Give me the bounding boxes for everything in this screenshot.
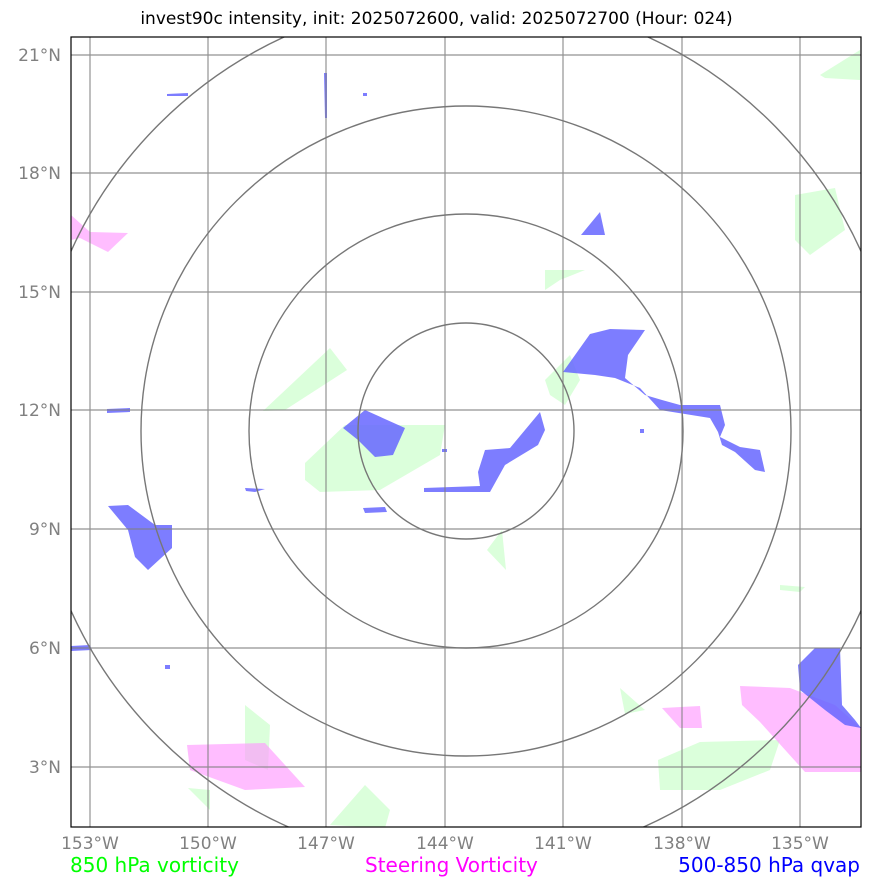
- qvap-blob: [165, 665, 170, 669]
- vort850-blob: [487, 530, 506, 570]
- vort850-blob: [620, 688, 645, 714]
- vort850-blob: [795, 188, 845, 255]
- lon-tick-label: 141°W: [534, 834, 592, 854]
- vort850-blob: [263, 348, 347, 411]
- range-ring: [71, 37, 861, 827]
- graticule: [71, 37, 861, 827]
- steering-layer: [71, 215, 861, 790]
- qvap-layer: [71, 73, 861, 728]
- lon-tick-label: 135°W: [771, 834, 829, 854]
- qvap-blob: [581, 212, 605, 235]
- chart-title: invest90c intensity, init: 2025072600, v…: [140, 9, 733, 29]
- qvap-blob: [798, 648, 861, 728]
- steering-blob: [71, 215, 128, 252]
- lon-tick-label: 144°W: [416, 834, 474, 854]
- lat-tick-label: 9°N: [29, 520, 61, 540]
- qvap-blob: [245, 488, 265, 492]
- lat-tick-label: 18°N: [18, 164, 61, 184]
- vort850-blob: [188, 788, 210, 810]
- qvap-blob: [363, 93, 367, 96]
- map-frame: [70, 36, 862, 828]
- legend-vort850: 850 hPa vorticity: [70, 853, 239, 877]
- vort850-blob: [545, 270, 585, 290]
- lon-tick-label: 147°W: [297, 834, 355, 854]
- legend-qvap: 500-850 hPa qvap: [678, 853, 860, 877]
- qvap-blob: [167, 93, 188, 96]
- range-ring: [140, 105, 792, 757]
- lat-tick-labels: 3°N 6°N 9°N 12°N 15°N 18°N 21°N: [18, 46, 61, 778]
- range-ring: [357, 322, 575, 540]
- lat-tick-label: 15°N: [18, 283, 61, 303]
- vort850-blob: [658, 740, 780, 790]
- lat-tick-label: 21°N: [18, 46, 61, 66]
- lat-tick-label: 12°N: [18, 401, 61, 421]
- legend-steering: Steering Vorticity: [365, 853, 538, 877]
- lat-tick-label: 3°N: [29, 758, 61, 778]
- range-ring: [248, 213, 684, 649]
- range-rings: [71, 37, 861, 827]
- qvap-blob: [424, 412, 545, 492]
- vort850-blob: [780, 585, 805, 592]
- qvap-blob: [563, 329, 765, 472]
- vort850-blob: [820, 50, 860, 80]
- map-area: [71, 37, 861, 827]
- qvap-blob: [640, 429, 644, 433]
- qvap-blob: [108, 505, 172, 570]
- lat-tick-label: 6°N: [29, 639, 61, 659]
- vort850-blob: [305, 425, 445, 492]
- lon-tick-labels: 153°W 150°W 147°W 144°W 141°W 138°W 135°…: [61, 834, 829, 854]
- vort850-blob: [330, 785, 390, 827]
- qvap-blob: [363, 507, 387, 513]
- lon-tick-label: 150°W: [179, 834, 237, 854]
- lon-tick-label: 138°W: [653, 834, 711, 854]
- lon-tick-label: 153°W: [61, 834, 119, 854]
